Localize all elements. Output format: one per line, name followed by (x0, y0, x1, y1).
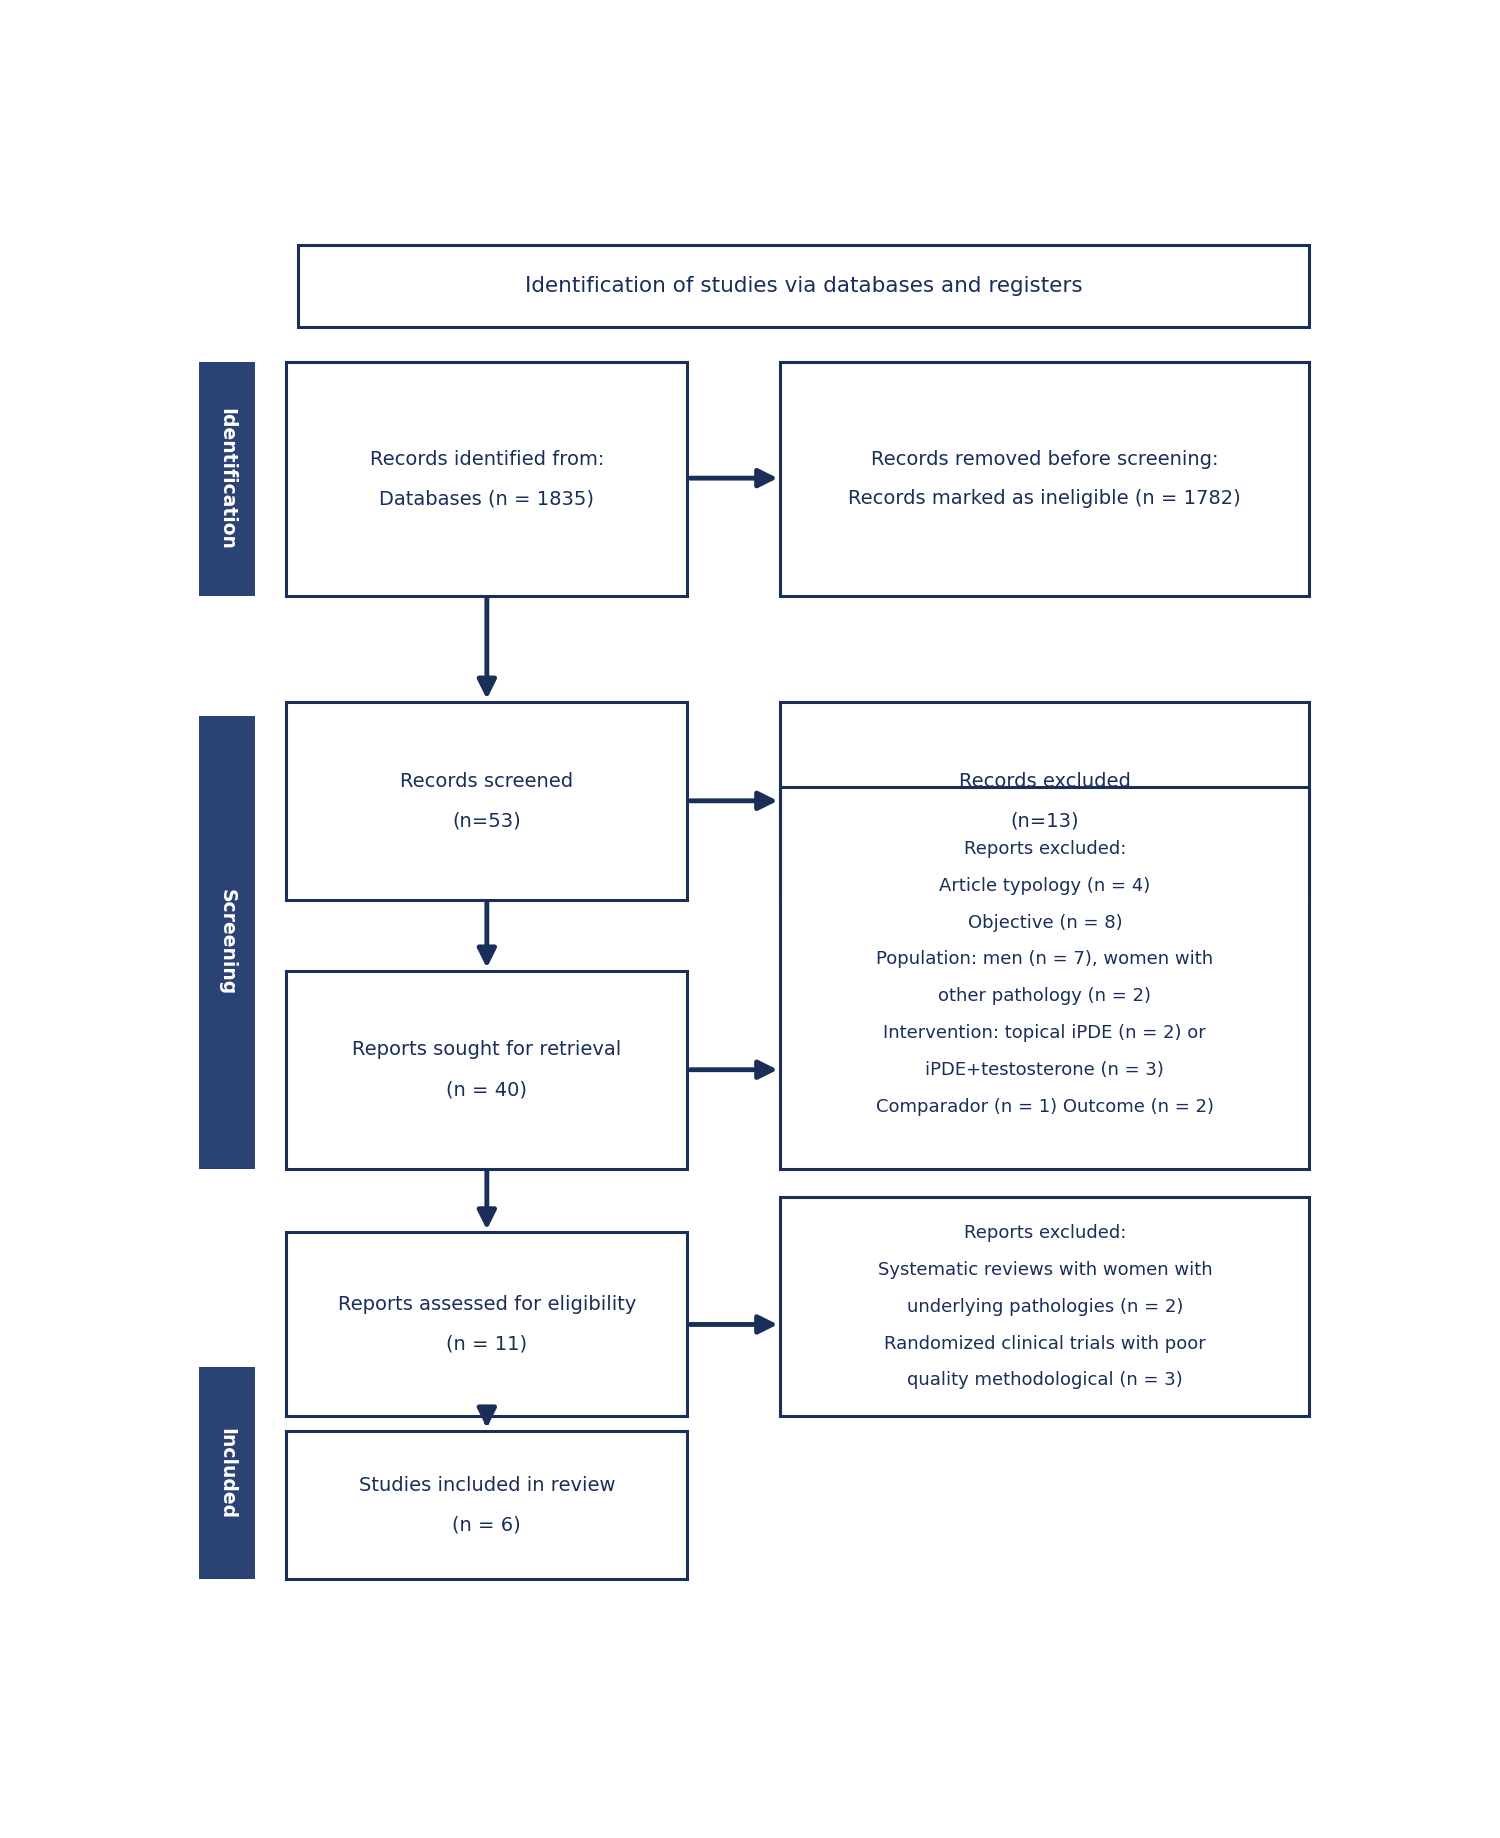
Text: Reports excluded:: Reports excluded: (963, 840, 1126, 858)
FancyBboxPatch shape (780, 1197, 1310, 1417)
Text: Included: Included (217, 1428, 237, 1518)
Text: Systematic reviews with women with: Systematic reviews with women with (878, 1261, 1212, 1279)
Text: Identification: Identification (217, 408, 237, 550)
Text: Comparador (n = 1) Outcome (n = 2): Comparador (n = 1) Outcome (n = 2) (876, 1097, 1214, 1116)
FancyBboxPatch shape (286, 970, 687, 1169)
Text: Screening: Screening (217, 890, 237, 996)
Text: Intervention: topical iPDE (n = 2) or: Intervention: topical iPDE (n = 2) or (884, 1024, 1206, 1042)
FancyBboxPatch shape (286, 702, 687, 901)
Text: Databases (n = 1835): Databases (n = 1835) (380, 489, 594, 507)
FancyBboxPatch shape (286, 1430, 687, 1579)
Text: Records excluded: Records excluded (958, 772, 1131, 790)
Text: underlying pathologies (n = 2): underlying pathologies (n = 2) (906, 1298, 1184, 1316)
Text: Identification of studies via databases and registers: Identification of studies via databases … (525, 276, 1083, 296)
Text: Population: men (n = 7), women with: Population: men (n = 7), women with (876, 950, 1214, 969)
Text: (n=53): (n=53) (453, 811, 520, 831)
FancyBboxPatch shape (286, 362, 687, 596)
Text: Reports sought for retrieval: Reports sought for retrieval (352, 1040, 621, 1059)
Text: quality methodological (n = 3): quality methodological (n = 3) (908, 1371, 1182, 1390)
Text: Randomized clinical trials with poor: Randomized clinical trials with poor (884, 1334, 1206, 1353)
Text: (n = 6): (n = 6) (453, 1515, 520, 1535)
Text: Reports excluded:: Reports excluded: (963, 1224, 1126, 1242)
Text: (n=13): (n=13) (1011, 811, 1078, 831)
FancyBboxPatch shape (200, 1367, 255, 1579)
Text: Records identified from:: Records identified from: (369, 450, 604, 469)
Text: Article typology (n = 4): Article typology (n = 4) (939, 877, 1150, 895)
Text: Objective (n = 8): Objective (n = 8) (968, 913, 1122, 932)
FancyBboxPatch shape (780, 362, 1310, 596)
Text: Studies included in review: Studies included in review (358, 1476, 615, 1494)
Text: iPDE+testosterone (n = 3): iPDE+testosterone (n = 3) (926, 1061, 1164, 1079)
FancyBboxPatch shape (298, 244, 1310, 327)
Text: (n = 11): (n = 11) (447, 1334, 528, 1355)
FancyBboxPatch shape (286, 1233, 687, 1417)
FancyBboxPatch shape (200, 362, 255, 596)
Text: Reports assessed for eligibility: Reports assessed for eligibility (338, 1296, 636, 1314)
Text: Records marked as ineligible (n = 1782): Records marked as ineligible (n = 1782) (849, 489, 1240, 507)
Text: Records screened: Records screened (400, 772, 573, 790)
Text: (n = 40): (n = 40) (447, 1081, 528, 1099)
Text: other pathology (n = 2): other pathology (n = 2) (939, 987, 1152, 1005)
FancyBboxPatch shape (780, 787, 1310, 1169)
FancyBboxPatch shape (780, 702, 1310, 901)
Text: Records removed before screening:: Records removed before screening: (871, 450, 1218, 469)
FancyBboxPatch shape (200, 717, 255, 1169)
